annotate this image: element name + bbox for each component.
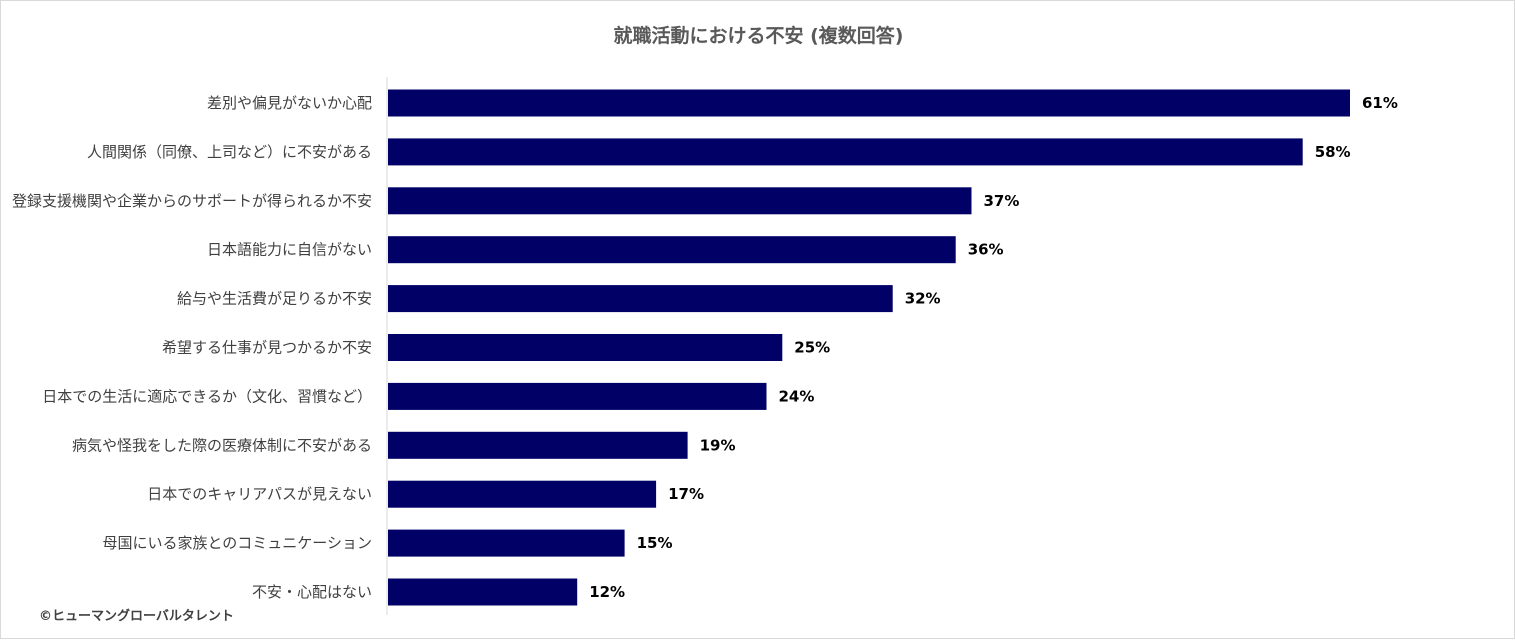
- category-label: 日本語能力に自信がない: [207, 241, 372, 259]
- bar: [388, 431, 688, 459]
- category-label: 給与や生活費が足りるか不安: [177, 290, 372, 308]
- copyright-credit: ©ヒューマングローバルタレント: [39, 609, 234, 624]
- bar: [388, 285, 893, 313]
- value-label: 24%: [779, 387, 815, 405]
- bar: [388, 382, 767, 410]
- bar: [388, 236, 956, 264]
- value-label: 61%: [1362, 94, 1398, 112]
- bar: [388, 578, 578, 606]
- value-label: 17%: [668, 485, 704, 503]
- value-label: 32%: [905, 290, 941, 308]
- bar: [388, 138, 1303, 166]
- value-label: 36%: [968, 241, 1004, 259]
- value-label: 12%: [589, 583, 625, 601]
- chart-title: 就職活動における不安 (複数回答): [613, 25, 904, 47]
- category-label: 病気や怪我をした際の医療体制に不安がある: [72, 436, 372, 454]
- bar: [388, 529, 625, 557]
- category-label: 登録支援機関や企業からのサポートが得られるか不安: [12, 192, 372, 210]
- value-label: 25%: [794, 339, 830, 357]
- bar: [388, 89, 1350, 117]
- category-label: 不安・心配はない: [252, 583, 372, 601]
- value-label: 37%: [984, 192, 1020, 210]
- bar: [388, 187, 972, 215]
- category-label: 人間関係（同僚、上司など）に不安がある: [87, 143, 372, 161]
- value-label: 19%: [700, 436, 736, 454]
- bar: [388, 480, 657, 508]
- value-label: 15%: [637, 534, 673, 552]
- category-label: 日本での生活に適応できるか（文化、習慣など）: [42, 387, 372, 405]
- bar: [388, 334, 783, 361]
- category-label: 希望する仕事が見つかるか不安: [162, 339, 372, 357]
- category-label: 日本でのキャリアパスが見えない: [147, 485, 372, 503]
- category-label: 差別や偏見がないか心配: [207, 94, 372, 112]
- value-label: 58%: [1315, 143, 1351, 161]
- category-label: 母国にいる家族とのコミュニケーション: [102, 534, 372, 552]
